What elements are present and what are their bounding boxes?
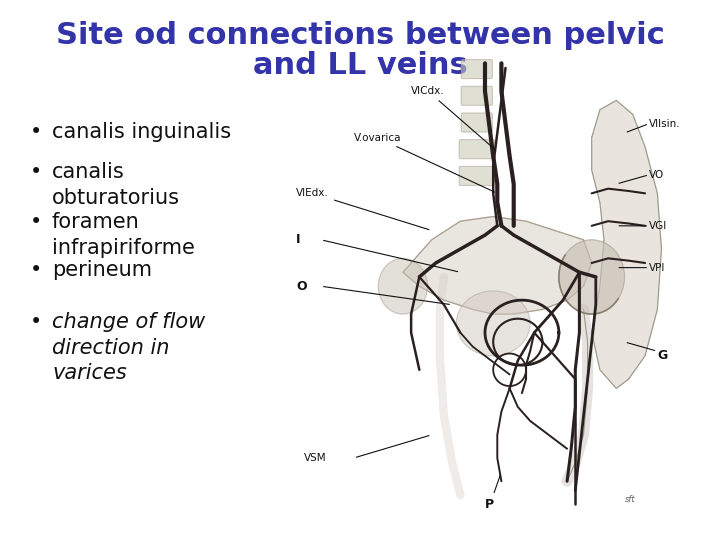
Text: foramen
infrapiriforme: foramen infrapiriforme xyxy=(52,212,195,258)
FancyBboxPatch shape xyxy=(459,166,495,185)
Text: VO: VO xyxy=(649,170,665,180)
Polygon shape xyxy=(403,217,592,314)
Text: G: G xyxy=(657,349,667,362)
Text: •: • xyxy=(30,122,42,142)
Text: canalis
obturatorius: canalis obturatorius xyxy=(52,162,180,207)
Circle shape xyxy=(378,258,428,314)
FancyBboxPatch shape xyxy=(462,113,492,132)
Text: Site od connections between pelvic: Site od connections between pelvic xyxy=(55,21,665,50)
Text: •: • xyxy=(30,162,42,182)
Text: change of flow
direction in
varices: change of flow direction in varices xyxy=(52,312,205,383)
Ellipse shape xyxy=(456,291,530,356)
Polygon shape xyxy=(592,100,662,388)
Text: VICdx.: VICdx. xyxy=(411,86,495,150)
Text: •: • xyxy=(30,260,42,280)
FancyBboxPatch shape xyxy=(462,59,492,79)
FancyBboxPatch shape xyxy=(462,86,492,105)
Text: I: I xyxy=(296,233,301,246)
Text: and LL veins: and LL veins xyxy=(253,51,467,79)
Text: VIIsin.: VIIsin. xyxy=(649,119,681,129)
FancyBboxPatch shape xyxy=(459,140,495,159)
Text: VPI: VPI xyxy=(649,262,665,273)
Text: V.ovarica: V.ovarica xyxy=(354,133,495,192)
Text: canalis inguinalis: canalis inguinalis xyxy=(52,122,231,142)
Text: perineum: perineum xyxy=(52,260,152,280)
Text: P: P xyxy=(485,498,494,511)
Text: VSM: VSM xyxy=(305,453,327,463)
Text: •: • xyxy=(30,312,42,332)
Text: •: • xyxy=(30,212,42,232)
Text: VGI: VGI xyxy=(649,221,667,231)
Text: O: O xyxy=(296,280,307,293)
Text: sft: sft xyxy=(624,495,635,504)
Circle shape xyxy=(559,240,624,314)
Text: VIEdx.: VIEdx. xyxy=(296,188,429,230)
